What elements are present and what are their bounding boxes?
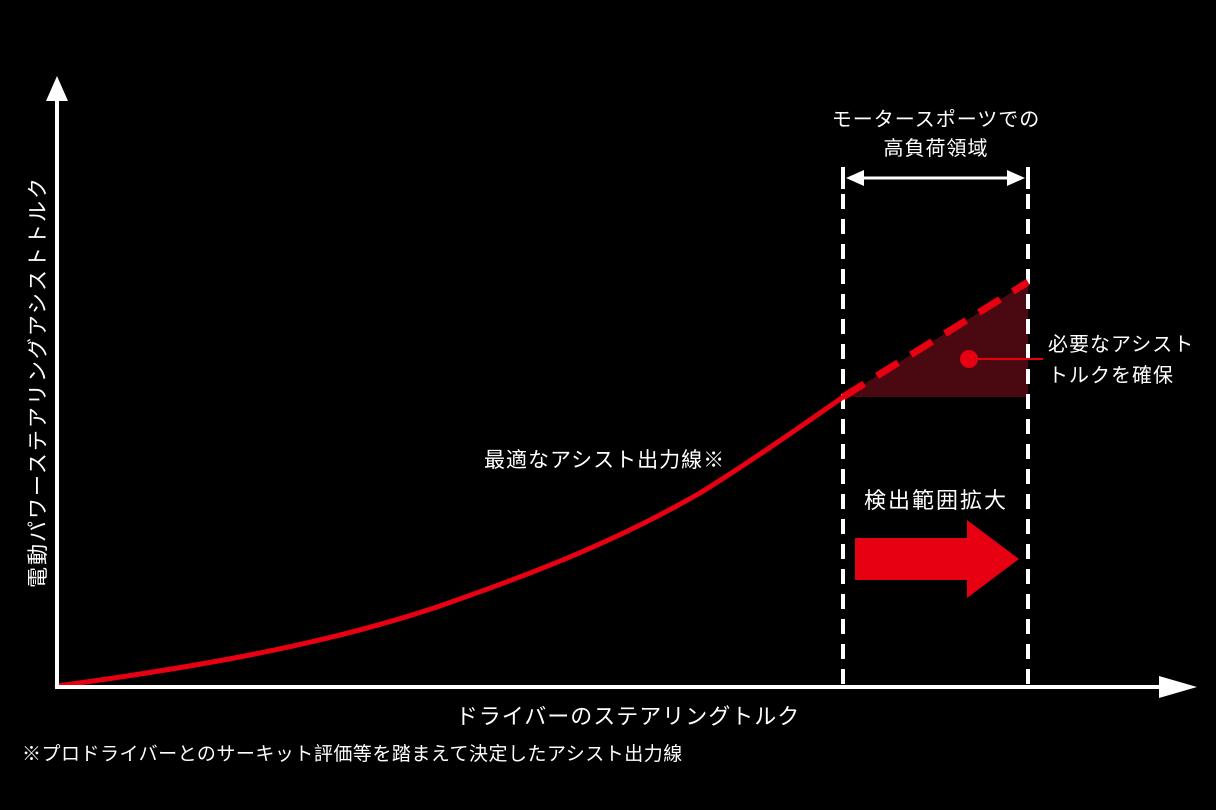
y-axis-arrowhead-icon bbox=[46, 76, 68, 101]
callout-dot-icon bbox=[960, 350, 978, 368]
detection-range-label: 検出範囲拡大 bbox=[863, 488, 1009, 513]
optimal-assist-line-label: 最適なアシスト出力線※ bbox=[484, 449, 726, 472]
optimal-assist-curve bbox=[54, 394, 846, 689]
measure-arrowhead-right-icon bbox=[1007, 170, 1025, 186]
assist-torque-secured-label-line1: 必要なアシスト bbox=[1048, 334, 1195, 356]
high-load-region-label: モータースポーツでの 高負荷領域 bbox=[832, 106, 1041, 164]
detection-range-arrow-icon bbox=[855, 520, 1019, 598]
extended-assist-dashed-line bbox=[841, 279, 1030, 400]
high-load-region-label-line1: モータースポーツでの bbox=[831, 109, 1041, 131]
high-load-region-label-line2: 高負荷領域 bbox=[883, 138, 989, 160]
x-axis-arrowhead-icon bbox=[1159, 676, 1197, 698]
x-axis-label: ドライバーのステアリングトルク bbox=[455, 704, 801, 729]
y-axis-label: 電動パワーステアリングアシストトルク bbox=[27, 175, 50, 589]
footnote: ※プロドライバーとのサーキット評価等を踏まえて決定したアシスト出力線 bbox=[22, 744, 683, 765]
assist-torque-secured-label-line2: トルクを確保 bbox=[1048, 365, 1174, 387]
extra-assist-region-fill bbox=[843, 282, 1028, 397]
assist-torque-secured-label: 必要なアシスト トルクを確保 bbox=[1048, 330, 1194, 392]
measure-arrowhead-left-icon bbox=[846, 170, 864, 186]
